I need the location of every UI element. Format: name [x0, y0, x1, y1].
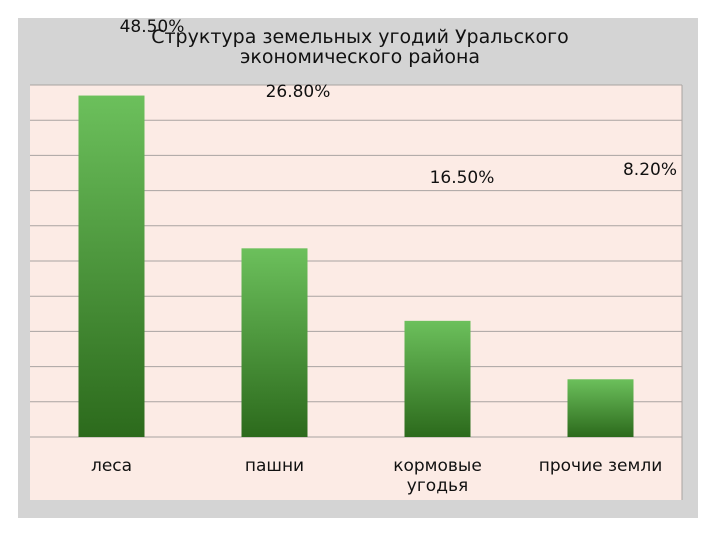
- bar: [404, 320, 471, 437]
- x-tick-label: пашни: [244, 456, 305, 476]
- x-tick-label: леса: [90, 456, 133, 476]
- data-label: 26.80%: [265, 82, 331, 102]
- data-label: 16.50%: [429, 168, 495, 188]
- chart-title: Структура земельных угодий Уральского эк…: [151, 26, 569, 68]
- data-label: 48.50%: [119, 17, 185, 37]
- bar: [78, 95, 145, 437]
- x-tick-label: кормовые угодья: [393, 456, 482, 496]
- data-label: 8.20%: [622, 160, 677, 180]
- bar: [567, 379, 634, 437]
- x-tick-label: прочие земли: [538, 456, 663, 476]
- bar: [241, 248, 308, 437]
